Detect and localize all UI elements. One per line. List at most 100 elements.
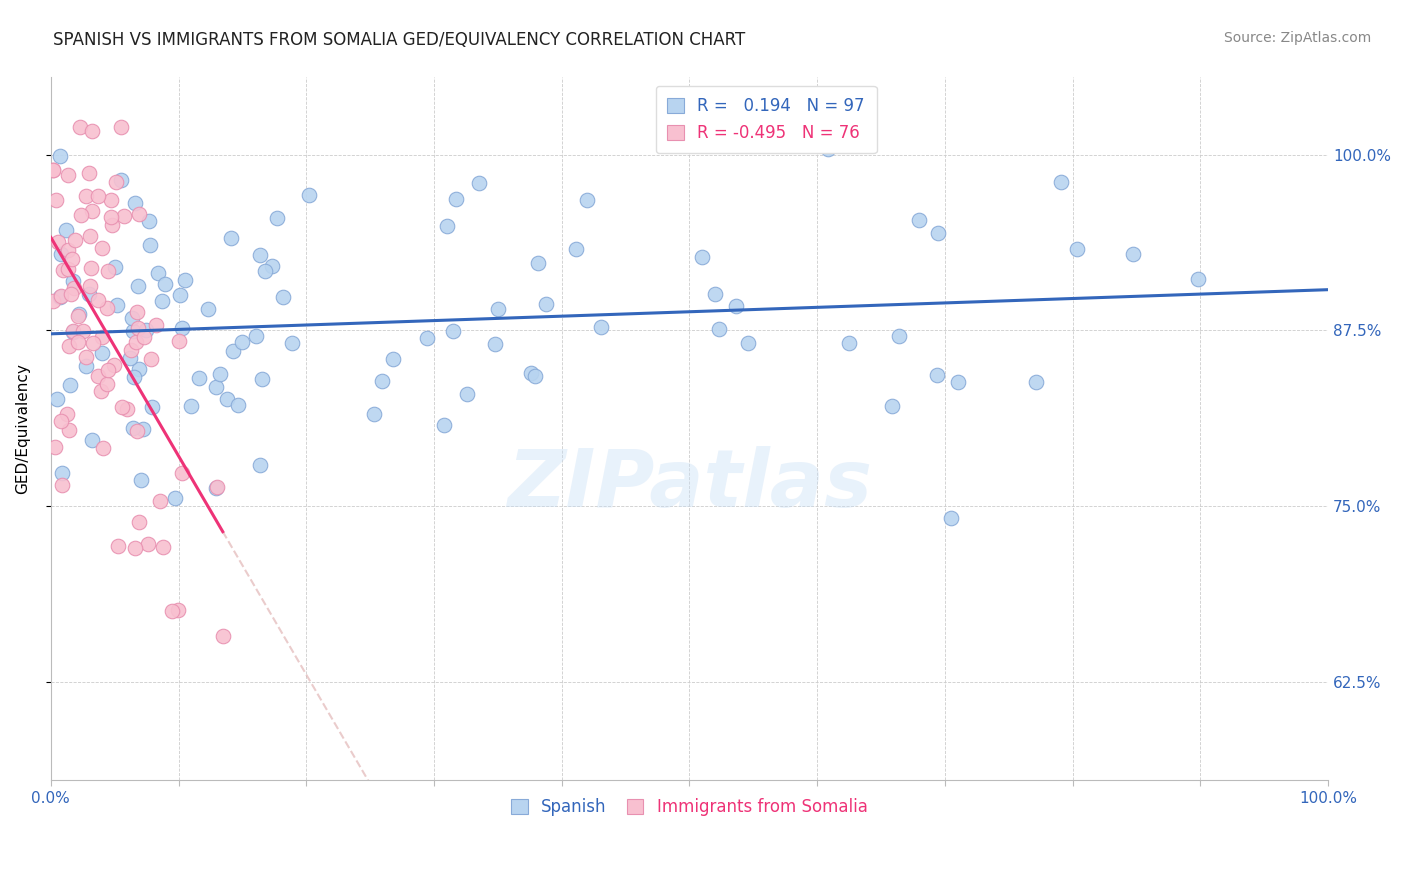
Legend: Spanish, Immigrants from Somalia: Spanish, Immigrants from Somalia — [503, 790, 876, 825]
Point — [1122, 247, 1144, 261]
Point — [97, 363, 120, 377]
Point — [152, 540, 174, 554]
Point — [205, 481, 228, 495]
Point — [100, 193, 122, 207]
Point — [1187, 271, 1209, 285]
Point — [90, 346, 112, 360]
Point — [110, 400, 132, 414]
Point — [167, 334, 190, 348]
Point — [575, 193, 598, 207]
Point — [134, 330, 156, 344]
Point — [690, 250, 713, 264]
Point — [523, 368, 546, 383]
Point — [132, 421, 155, 435]
Point — [82, 124, 104, 138]
Point — [46, 235, 69, 250]
Point — [433, 417, 456, 432]
Point — [75, 189, 97, 203]
Point — [219, 230, 242, 244]
Point — [589, 319, 612, 334]
Point — [115, 401, 138, 416]
Point — [1025, 376, 1047, 390]
Point — [103, 358, 125, 372]
Point — [128, 362, 150, 376]
Point — [127, 320, 149, 334]
Point — [167, 603, 190, 617]
Point — [100, 210, 122, 224]
Point — [211, 629, 233, 643]
Point — [58, 339, 80, 353]
Point — [124, 196, 146, 211]
Point — [128, 515, 150, 529]
Point — [707, 322, 730, 336]
Point — [121, 311, 143, 326]
Point — [416, 331, 439, 345]
Point — [838, 336, 860, 351]
Point — [534, 297, 557, 311]
Point — [145, 318, 167, 333]
Point — [141, 351, 163, 366]
Point — [456, 387, 478, 401]
Point — [86, 189, 108, 203]
Point — [58, 244, 80, 258]
Point — [67, 335, 90, 350]
Point — [122, 324, 145, 338]
Point — [249, 247, 271, 261]
Point — [165, 491, 187, 505]
Point — [101, 218, 124, 232]
Point — [105, 175, 128, 189]
Text: ZIPatlas: ZIPatlas — [508, 446, 872, 524]
Point — [197, 302, 219, 317]
Point — [249, 458, 271, 472]
Point — [222, 344, 245, 359]
Point — [169, 288, 191, 302]
Point — [120, 343, 142, 357]
Point — [927, 227, 949, 241]
Point — [363, 407, 385, 421]
Point — [925, 368, 948, 382]
Point — [58, 423, 80, 437]
Point — [70, 209, 93, 223]
Point — [90, 330, 112, 344]
Point — [42, 163, 65, 178]
Point — [436, 219, 458, 234]
Point — [49, 414, 72, 428]
Point — [215, 392, 238, 407]
Point — [62, 274, 84, 288]
Point — [72, 324, 94, 338]
Point — [49, 289, 72, 303]
Y-axis label: GED/Equivalency: GED/Equivalency — [15, 363, 30, 494]
Point — [59, 286, 82, 301]
Point — [82, 434, 104, 448]
Point — [205, 480, 228, 494]
Point — [67, 307, 90, 321]
Point — [96, 301, 118, 315]
Point — [170, 320, 193, 334]
Point — [127, 278, 149, 293]
Point — [180, 399, 202, 413]
Point — [946, 375, 969, 389]
Point — [446, 192, 468, 206]
Point — [135, 323, 157, 337]
Point — [486, 301, 509, 316]
Point — [56, 262, 79, 277]
Point — [97, 264, 120, 278]
Point — [87, 368, 110, 383]
Point — [484, 337, 506, 351]
Point — [91, 441, 114, 455]
Point — [908, 212, 931, 227]
Point — [138, 214, 160, 228]
Point — [124, 334, 146, 349]
Point — [86, 293, 108, 308]
Point — [149, 494, 172, 508]
Point — [371, 375, 394, 389]
Point — [887, 328, 910, 343]
Point — [136, 537, 159, 551]
Point — [231, 334, 253, 349]
Point — [128, 207, 150, 221]
Point — [80, 260, 103, 275]
Point — [96, 376, 118, 391]
Point — [80, 203, 103, 218]
Point — [725, 299, 748, 313]
Point — [55, 407, 77, 421]
